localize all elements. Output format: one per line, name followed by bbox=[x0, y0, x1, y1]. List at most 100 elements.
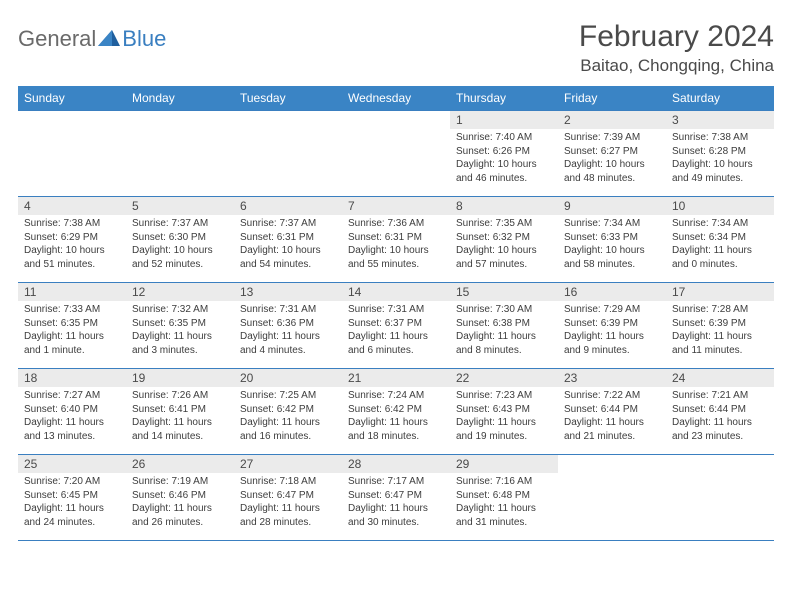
sunset-text: Sunset: 6:48 PM bbox=[456, 489, 552, 503]
sunrise-text: Sunrise: 7:24 AM bbox=[348, 389, 444, 403]
daylight-text: Daylight: 11 hours and 8 minutes. bbox=[456, 330, 552, 357]
calendar-day-cell: 23Sunrise: 7:22 AMSunset: 6:44 PMDayligh… bbox=[558, 369, 666, 455]
day-details: Sunrise: 7:21 AMSunset: 6:44 PMDaylight:… bbox=[666, 387, 774, 447]
calendar-day-cell: 7Sunrise: 7:36 AMSunset: 6:31 PMDaylight… bbox=[342, 197, 450, 283]
calendar-day-cell: 10Sunrise: 7:34 AMSunset: 6:34 PMDayligh… bbox=[666, 197, 774, 283]
sunset-text: Sunset: 6:31 PM bbox=[240, 231, 336, 245]
sunrise-text: Sunrise: 7:39 AM bbox=[564, 131, 660, 145]
day-number: 12 bbox=[126, 283, 234, 301]
day-details: Sunrise: 7:32 AMSunset: 6:35 PMDaylight:… bbox=[126, 301, 234, 361]
calendar-day-cell: 5Sunrise: 7:37 AMSunset: 6:30 PMDaylight… bbox=[126, 197, 234, 283]
day-details: Sunrise: 7:36 AMSunset: 6:31 PMDaylight:… bbox=[342, 215, 450, 275]
calendar-day-cell: 26Sunrise: 7:19 AMSunset: 6:46 PMDayligh… bbox=[126, 455, 234, 541]
daylight-text: Daylight: 10 hours and 51 minutes. bbox=[24, 244, 120, 271]
sunrise-text: Sunrise: 7:26 AM bbox=[132, 389, 228, 403]
day-number: 19 bbox=[126, 369, 234, 387]
daylight-text: Daylight: 10 hours and 49 minutes. bbox=[672, 158, 768, 185]
day-details: Sunrise: 7:18 AMSunset: 6:47 PMDaylight:… bbox=[234, 473, 342, 533]
sunset-text: Sunset: 6:44 PM bbox=[564, 403, 660, 417]
daylight-text: Daylight: 11 hours and 21 minutes. bbox=[564, 416, 660, 443]
day-number: 18 bbox=[18, 369, 126, 387]
sunrise-text: Sunrise: 7:17 AM bbox=[348, 475, 444, 489]
logo: General Blue bbox=[18, 26, 166, 52]
day-details: Sunrise: 7:25 AMSunset: 6:42 PMDaylight:… bbox=[234, 387, 342, 447]
calendar-day-cell: 12Sunrise: 7:32 AMSunset: 6:35 PMDayligh… bbox=[126, 283, 234, 369]
calendar-day-cell: 28Sunrise: 7:17 AMSunset: 6:47 PMDayligh… bbox=[342, 455, 450, 541]
weekday-header: Tuesday bbox=[234, 86, 342, 111]
sunset-text: Sunset: 6:42 PM bbox=[348, 403, 444, 417]
sunset-text: Sunset: 6:42 PM bbox=[240, 403, 336, 417]
day-number: 25 bbox=[18, 455, 126, 473]
day-number: 26 bbox=[126, 455, 234, 473]
weekday-header: Friday bbox=[558, 86, 666, 111]
calendar-day-cell: 22Sunrise: 7:23 AMSunset: 6:43 PMDayligh… bbox=[450, 369, 558, 455]
day-details: Sunrise: 7:17 AMSunset: 6:47 PMDaylight:… bbox=[342, 473, 450, 533]
day-number: 24 bbox=[666, 369, 774, 387]
location-subtitle: Baitao, Chongqing, China bbox=[579, 56, 774, 76]
calendar-day-cell: 13Sunrise: 7:31 AMSunset: 6:36 PMDayligh… bbox=[234, 283, 342, 369]
day-number: 2 bbox=[558, 111, 666, 129]
daylight-text: Daylight: 10 hours and 52 minutes. bbox=[132, 244, 228, 271]
day-number: 11 bbox=[18, 283, 126, 301]
day-details: Sunrise: 7:30 AMSunset: 6:38 PMDaylight:… bbox=[450, 301, 558, 361]
day-number: 16 bbox=[558, 283, 666, 301]
calendar-day-cell: 2Sunrise: 7:39 AMSunset: 6:27 PMDaylight… bbox=[558, 111, 666, 197]
calendar-day-cell: 19Sunrise: 7:26 AMSunset: 6:41 PMDayligh… bbox=[126, 369, 234, 455]
day-number: 13 bbox=[234, 283, 342, 301]
sunrise-text: Sunrise: 7:16 AM bbox=[456, 475, 552, 489]
daylight-text: Daylight: 11 hours and 26 minutes. bbox=[132, 502, 228, 529]
daylight-text: Daylight: 11 hours and 9 minutes. bbox=[564, 330, 660, 357]
day-details: Sunrise: 7:26 AMSunset: 6:41 PMDaylight:… bbox=[126, 387, 234, 447]
sunset-text: Sunset: 6:41 PM bbox=[132, 403, 228, 417]
calendar-day-cell: 6Sunrise: 7:37 AMSunset: 6:31 PMDaylight… bbox=[234, 197, 342, 283]
daylight-text: Daylight: 11 hours and 4 minutes. bbox=[240, 330, 336, 357]
day-details: Sunrise: 7:38 AMSunset: 6:29 PMDaylight:… bbox=[18, 215, 126, 275]
day-details: Sunrise: 7:38 AMSunset: 6:28 PMDaylight:… bbox=[666, 129, 774, 189]
daylight-text: Daylight: 11 hours and 31 minutes. bbox=[456, 502, 552, 529]
weekday-header: Thursday bbox=[450, 86, 558, 111]
calendar-day-cell: 9Sunrise: 7:34 AMSunset: 6:33 PMDaylight… bbox=[558, 197, 666, 283]
day-details: Sunrise: 7:35 AMSunset: 6:32 PMDaylight:… bbox=[450, 215, 558, 275]
day-details: Sunrise: 7:20 AMSunset: 6:45 PMDaylight:… bbox=[18, 473, 126, 533]
calendar-day-cell: 21Sunrise: 7:24 AMSunset: 6:42 PMDayligh… bbox=[342, 369, 450, 455]
daylight-text: Daylight: 11 hours and 16 minutes. bbox=[240, 416, 336, 443]
sunrise-text: Sunrise: 7:22 AM bbox=[564, 389, 660, 403]
sunset-text: Sunset: 6:35 PM bbox=[24, 317, 120, 331]
daylight-text: Daylight: 11 hours and 14 minutes. bbox=[132, 416, 228, 443]
logo-text-blue: Blue bbox=[122, 26, 166, 52]
daylight-text: Daylight: 11 hours and 1 minute. bbox=[24, 330, 120, 357]
sunset-text: Sunset: 6:40 PM bbox=[24, 403, 120, 417]
daylight-text: Daylight: 11 hours and 11 minutes. bbox=[672, 330, 768, 357]
day-number: 29 bbox=[450, 455, 558, 473]
sunrise-text: Sunrise: 7:27 AM bbox=[24, 389, 120, 403]
day-details: Sunrise: 7:22 AMSunset: 6:44 PMDaylight:… bbox=[558, 387, 666, 447]
daylight-text: Daylight: 11 hours and 0 minutes. bbox=[672, 244, 768, 271]
day-number: 1 bbox=[450, 111, 558, 129]
sunset-text: Sunset: 6:44 PM bbox=[672, 403, 768, 417]
sunset-text: Sunset: 6:29 PM bbox=[24, 231, 120, 245]
day-number: 4 bbox=[18, 197, 126, 215]
sunrise-text: Sunrise: 7:18 AM bbox=[240, 475, 336, 489]
day-details: Sunrise: 7:37 AMSunset: 6:31 PMDaylight:… bbox=[234, 215, 342, 275]
day-number: 20 bbox=[234, 369, 342, 387]
calendar-week-row: 25Sunrise: 7:20 AMSunset: 6:45 PMDayligh… bbox=[18, 455, 774, 541]
calendar-day-cell: 25Sunrise: 7:20 AMSunset: 6:45 PMDayligh… bbox=[18, 455, 126, 541]
day-number: 10 bbox=[666, 197, 774, 215]
page-title: February 2024 bbox=[579, 20, 774, 54]
day-number: 27 bbox=[234, 455, 342, 473]
calendar-week-row: 11Sunrise: 7:33 AMSunset: 6:35 PMDayligh… bbox=[18, 283, 774, 369]
calendar-day-cell bbox=[18, 111, 126, 197]
sunset-text: Sunset: 6:45 PM bbox=[24, 489, 120, 503]
weekday-header: Wednesday bbox=[342, 86, 450, 111]
logo-text-general: General bbox=[18, 26, 96, 52]
daylight-text: Daylight: 11 hours and 18 minutes. bbox=[348, 416, 444, 443]
sunrise-text: Sunrise: 7:33 AM bbox=[24, 303, 120, 317]
sunset-text: Sunset: 6:34 PM bbox=[672, 231, 768, 245]
sunrise-text: Sunrise: 7:23 AM bbox=[456, 389, 552, 403]
sunrise-text: Sunrise: 7:19 AM bbox=[132, 475, 228, 489]
daylight-text: Daylight: 11 hours and 30 minutes. bbox=[348, 502, 444, 529]
day-number: 8 bbox=[450, 197, 558, 215]
calendar-day-cell: 4Sunrise: 7:38 AMSunset: 6:29 PMDaylight… bbox=[18, 197, 126, 283]
daylight-text: Daylight: 10 hours and 55 minutes. bbox=[348, 244, 444, 271]
daylight-text: Daylight: 10 hours and 48 minutes. bbox=[564, 158, 660, 185]
